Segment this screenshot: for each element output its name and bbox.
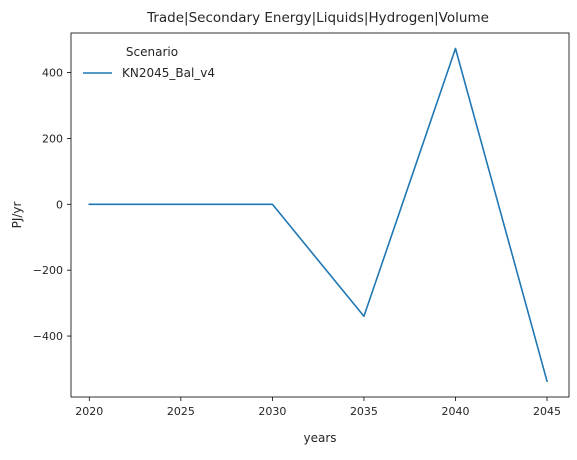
- x-tick-label: 2030: [258, 405, 286, 418]
- y-tick-label: −400: [33, 330, 63, 343]
- x-tick-label: 2025: [167, 405, 195, 418]
- y-tick-label: 200: [42, 132, 63, 145]
- y-tick-label: 0: [56, 198, 63, 211]
- x-tick-label: 2020: [75, 405, 103, 418]
- y-axis-label: PJ/yr: [10, 202, 24, 229]
- legend-label: KN2045_Bal_v4: [122, 66, 215, 80]
- x-tick-label: 2040: [441, 405, 469, 418]
- y-tick-label: 400: [42, 67, 63, 80]
- y-tick-label: −200: [33, 264, 63, 277]
- x-tick-label: 2045: [533, 405, 561, 418]
- x-axis-label: years: [303, 431, 336, 445]
- x-tick-label: 2035: [350, 405, 378, 418]
- chart-title: Trade|Secondary Energy|Liquids|Hydrogen|…: [146, 10, 489, 26]
- legend-title: Scenario: [126, 45, 178, 59]
